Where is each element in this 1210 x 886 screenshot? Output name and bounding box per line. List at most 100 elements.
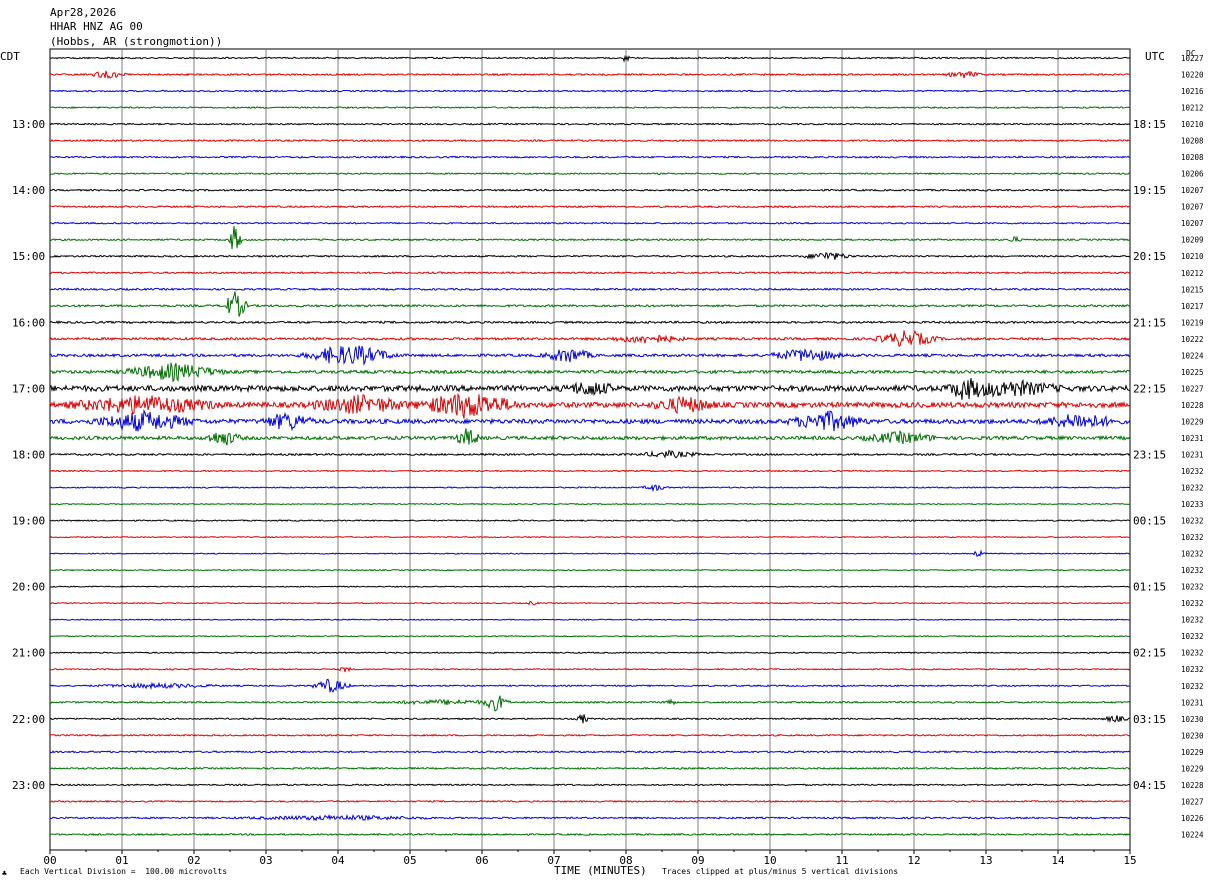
- trace-row: [50, 253, 1130, 260]
- trace-row: [50, 156, 1130, 158]
- dc-offset-label: 10206: [1181, 170, 1204, 179]
- trace-row: [50, 363, 1130, 381]
- right-hour-label: 23:15: [1133, 448, 1166, 461]
- trace-row: [50, 816, 1130, 821]
- dc-offset-label: 10230: [1181, 731, 1204, 740]
- x-tick-label: 13: [979, 854, 992, 867]
- trace-row: [50, 601, 1130, 605]
- dc-offset-label: 10220: [1181, 71, 1204, 80]
- dc-offset-label: 10231: [1181, 434, 1204, 443]
- trace-row: [50, 223, 1130, 224]
- right-hour-label: 18:15: [1133, 118, 1166, 131]
- trace-row: [50, 107, 1130, 108]
- dc-offset-label: 10208: [1181, 153, 1204, 162]
- dc-offset-label: 10232: [1181, 632, 1204, 641]
- dc-offset-label: 10231: [1181, 450, 1204, 459]
- x-axis-label: TIME (MINUTES): [554, 864, 647, 877]
- x-tick-label: 04: [331, 854, 345, 867]
- dc-offset-label: 10207: [1181, 203, 1204, 212]
- dc-offset-label: 10229: [1181, 748, 1204, 757]
- x-tick-label: 15: [1123, 854, 1136, 867]
- trace-row: [50, 292, 1130, 317]
- dc-offset-label: 10231: [1181, 698, 1204, 707]
- x-tick-label: 01: [115, 854, 128, 867]
- right-hour-label: 01:15: [1133, 581, 1166, 594]
- clip-note: Traces clipped at plus/minus 5 vertical …: [662, 867, 898, 876]
- dc-offset-label: 10229: [1181, 764, 1204, 773]
- dc-offset-label: 10227: [1181, 384, 1204, 393]
- dc-offset-label: 10232: [1181, 566, 1204, 575]
- left-hour-label: 14:00: [12, 184, 45, 197]
- dc-offset-label: 10227: [1181, 797, 1204, 806]
- trace-row: [50, 520, 1130, 521]
- trace-row: [50, 123, 1130, 124]
- trace-row: [50, 206, 1130, 208]
- trace-row: [50, 470, 1130, 471]
- trace-row: [50, 679, 1130, 692]
- dc-offset-label: 10226: [1181, 814, 1204, 823]
- trace-row: [50, 636, 1130, 637]
- trace-row: [50, 485, 1130, 490]
- dc-offset-label: 10212: [1181, 104, 1204, 113]
- dc-offset-label: 10232: [1181, 517, 1204, 526]
- trace-row: [50, 378, 1130, 400]
- right-hour-label: 00:15: [1133, 515, 1166, 528]
- dc-offset-label: 10224: [1181, 351, 1204, 360]
- dc-offset-label: 10228: [1181, 401, 1204, 410]
- scale-note: Each Vertical Division = 100.00 microvol…: [20, 867, 227, 876]
- trace-row: [50, 834, 1130, 836]
- corner-mark: ♣: [2, 869, 7, 878]
- right-hour-label: 02:15: [1133, 647, 1166, 660]
- dc-offset-label: 10232: [1181, 583, 1204, 592]
- trace-row: [50, 330, 1130, 346]
- trace-row: [50, 90, 1130, 91]
- dc-offset-label: 10225: [1181, 368, 1204, 377]
- trace-row: [50, 451, 1130, 458]
- dc-offset-label: 10232: [1181, 484, 1204, 493]
- dc-offset-label: 10215: [1181, 285, 1204, 294]
- dc-offset-label: 10210: [1181, 120, 1204, 129]
- x-tick-label: 12: [907, 854, 920, 867]
- right-hour-label: 03:15: [1133, 713, 1166, 726]
- x-tick-label: 10: [763, 854, 776, 867]
- dc-offset-label: 10209: [1181, 236, 1204, 245]
- trace-row: [50, 696, 1130, 711]
- dc-offset-label: 10216: [1181, 87, 1204, 96]
- dc-offset-label: 10210: [1181, 252, 1204, 261]
- trace-row: [50, 394, 1130, 418]
- x-tick-label: 06: [475, 854, 488, 867]
- trace-row: [50, 504, 1130, 505]
- dc-offset-label: 10232: [1181, 616, 1204, 625]
- dc-offset-label: 10224: [1181, 830, 1204, 839]
- left-hour-label: 22:00: [12, 713, 45, 726]
- trace-row: [50, 652, 1130, 653]
- trace-row: [50, 428, 1130, 445]
- x-tick-label: 14: [1051, 854, 1065, 867]
- left-hour-label: 17:00: [12, 382, 45, 395]
- trace-row: [50, 189, 1130, 191]
- left-hour-label: 21:00: [12, 647, 45, 660]
- trace-row: [50, 619, 1130, 620]
- trace-row: [50, 272, 1130, 274]
- dc-offset-label: 10207: [1181, 219, 1204, 228]
- dc-offset-label: 10232: [1181, 599, 1204, 608]
- trace-row: [50, 668, 1130, 672]
- dc-offset-label: 10207: [1181, 186, 1204, 195]
- x-tick-label: 11: [835, 854, 848, 867]
- right-hour-label: 22:15: [1133, 382, 1166, 395]
- dc-offset-label: 10232: [1181, 467, 1204, 476]
- trace-row: [50, 784, 1130, 785]
- trace-row: [50, 751, 1130, 753]
- dc-offset-label: 10233: [1181, 500, 1204, 509]
- trace-row: [50, 551, 1130, 556]
- left-hour-label: 23:00: [12, 779, 45, 792]
- trace-row: [50, 411, 1130, 432]
- trace-row: [50, 346, 1130, 364]
- x-tick-label: 02: [187, 854, 200, 867]
- trace-row: [50, 570, 1130, 571]
- dc-offset-label: 10232: [1181, 550, 1204, 559]
- trace-row: [50, 71, 1130, 78]
- trace-row: [50, 56, 1130, 61]
- dc-offset-label: 10230: [1181, 715, 1204, 724]
